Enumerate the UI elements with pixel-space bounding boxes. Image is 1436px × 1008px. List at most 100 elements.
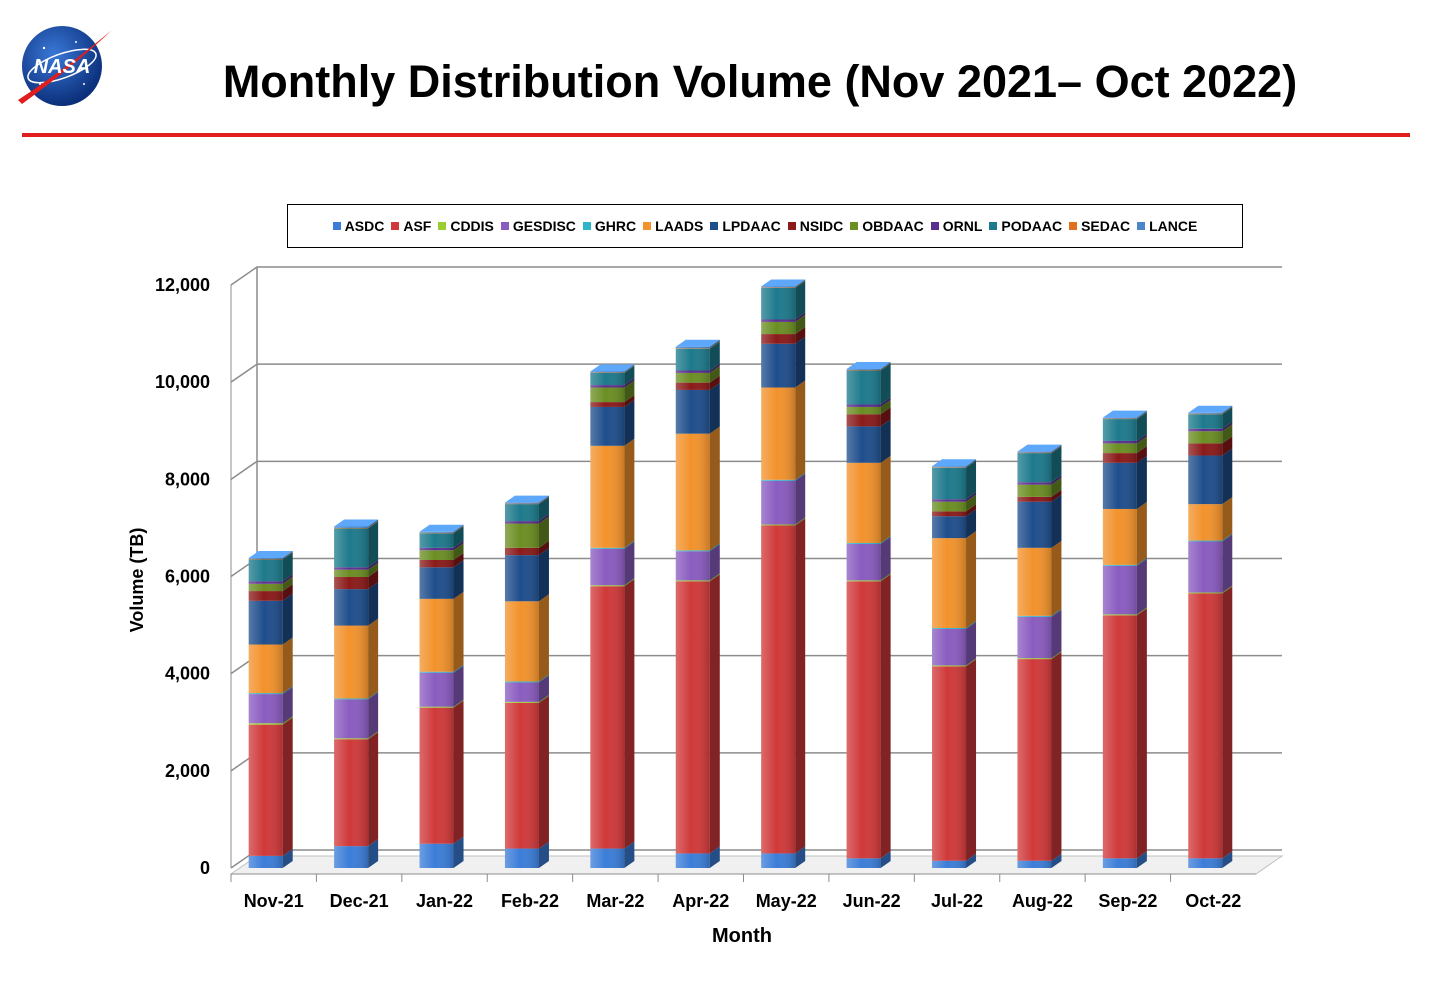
bar-segment-shine <box>504 848 539 868</box>
bar-segment-side <box>1136 455 1147 509</box>
bar-segment-shine <box>1188 455 1223 505</box>
gridline <box>230 363 1282 383</box>
bar-segment-shine <box>761 479 796 481</box>
bar-segment-shine <box>248 644 283 694</box>
bar-segment-side <box>1136 411 1147 420</box>
legend-item-ghrc: GHRC <box>582 218 637 234</box>
bar-segment-shine <box>248 694 283 724</box>
bar-top-cap <box>1017 444 1062 452</box>
bar-segment-shine <box>504 601 539 682</box>
bar-segment-shine <box>504 682 539 702</box>
bar-segment-side <box>1222 421 1233 432</box>
bar-segment-side <box>1136 410 1147 419</box>
legend-item-obdaac: OBDAAC <box>850 218 924 234</box>
bar-segment-shine <box>761 287 796 288</box>
legend-swatch <box>850 222 859 230</box>
bar-segment-shine <box>1017 451 1052 453</box>
bar-segment-side <box>624 380 635 403</box>
bar-segment-shine <box>1102 565 1137 615</box>
x-tick-label: Sep-22 <box>1098 891 1157 911</box>
legend-label: CDDIS <box>450 218 494 234</box>
bar-stack-jul-22 <box>932 459 977 868</box>
bar-segment-side <box>624 438 635 548</box>
bar-segment-side <box>795 380 806 480</box>
bar-segment-shine <box>504 502 539 504</box>
bar-segment-shine <box>675 382 710 390</box>
legend-label: GHRC <box>594 218 637 234</box>
bar-segment-side <box>282 552 293 560</box>
bar-segment-side <box>368 731 379 740</box>
bar-segment-shine <box>1188 414 1223 429</box>
bar-segment-shine <box>846 369 881 371</box>
bar-segment-side <box>966 460 977 500</box>
bar-segment-shine <box>846 462 881 543</box>
bar-segment-side <box>624 841 635 868</box>
bar-segment-side <box>453 560 464 599</box>
bar-segment-side <box>1136 558 1147 615</box>
bar-segment-side <box>795 517 806 526</box>
bar-segment-shine <box>419 550 454 560</box>
bar-segment-shine <box>846 414 881 427</box>
bar-segment-side <box>966 492 977 502</box>
bar-segment-shine <box>590 402 625 407</box>
legend-item-podaac: PODAAC <box>989 218 1062 234</box>
bar-segment-shine <box>419 532 454 534</box>
bar-segment-side <box>880 363 891 405</box>
bar-segment-side <box>966 621 977 666</box>
bar-segment-side <box>966 659 977 861</box>
bar-segment-shine <box>675 551 710 581</box>
bar-segment-side <box>709 382 720 434</box>
bar-segment-side <box>282 584 293 601</box>
bar-segment-shine <box>1102 440 1137 444</box>
bar-segment-shine <box>419 559 454 568</box>
bar-segment-side <box>368 520 379 529</box>
bar-segment-side <box>368 618 379 699</box>
bar-segment-shine <box>675 389 710 434</box>
legend-label: ASF <box>403 218 432 234</box>
bar-segment-shine <box>419 706 454 708</box>
legend-label: LPDAAC <box>722 218 781 234</box>
bar-segment-shine <box>248 583 283 592</box>
bar-segment-shine <box>761 480 796 525</box>
bar-series <box>248 279 1233 868</box>
bar-segment-side <box>1136 433 1147 444</box>
bar-segment-shine <box>590 372 625 386</box>
bar-segment-shine <box>675 550 710 552</box>
bar-segment-shine <box>1102 453 1137 463</box>
bar-top-cap <box>248 551 293 559</box>
legend-label: OBDAAC <box>862 218 924 234</box>
bar-segment-shine <box>1017 482 1052 485</box>
bar-stack-jun-22 <box>846 362 891 868</box>
bar-segment-shine <box>590 848 625 868</box>
bar-segment-side <box>966 494 977 512</box>
bar-segment-side <box>282 574 293 584</box>
bar-segment-side <box>795 473 806 525</box>
x-tick-label: Apr-22 <box>672 891 729 911</box>
bar-segment-shine <box>1017 658 1052 660</box>
bar-top-cap <box>846 362 891 370</box>
legend-swatch <box>332 222 341 230</box>
bar-segment-side <box>880 407 891 427</box>
bar-segment-shine <box>248 559 283 582</box>
bar-segment-side <box>709 544 720 581</box>
bar-segment-shine <box>248 591 283 601</box>
bar-segment-side <box>709 375 720 390</box>
bar-segment-side <box>1051 444 1062 453</box>
bar-segment-shine <box>334 576 369 590</box>
bar-segment-side <box>538 694 549 703</box>
bar-segment-side <box>966 620 977 629</box>
bar-segment-side <box>624 395 635 407</box>
bar-segment-side <box>453 540 464 551</box>
legend-item-laads: LAADS <box>643 218 703 234</box>
bar-top-cap <box>675 339 720 347</box>
x-tick-label: Jun-22 <box>843 891 901 911</box>
bar-segment-side <box>538 495 549 504</box>
bar-segment-shine <box>1102 417 1137 419</box>
bar-segment-side <box>368 569 379 590</box>
bar-segment-side <box>453 700 464 844</box>
bar-segment-side <box>624 399 635 446</box>
bar-segment-side <box>453 524 464 533</box>
bar-segment-side <box>282 716 293 725</box>
bar-segment-side <box>624 365 635 373</box>
